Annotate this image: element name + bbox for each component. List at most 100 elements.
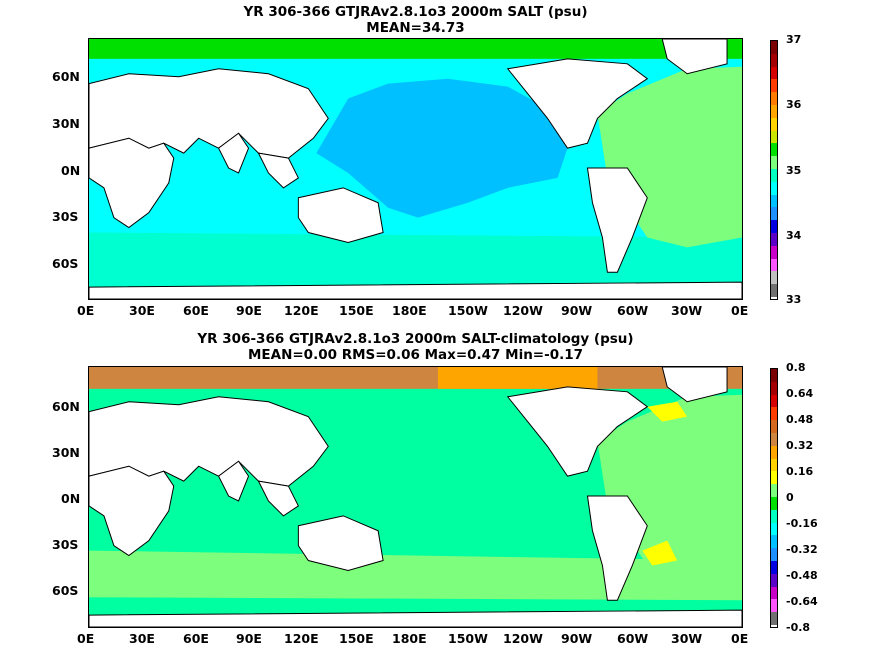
colorbar-swatch <box>771 573 777 587</box>
p1-xtick-6: 180E <box>392 303 427 318</box>
africa-land <box>89 465 175 557</box>
colorbar-swatch <box>771 181 777 195</box>
se-asia-land <box>257 152 300 189</box>
panel2-map-svg <box>89 367 742 627</box>
colorbar-swatch <box>771 79 777 93</box>
p1-cb-lbl-4: 33 <box>786 293 802 306</box>
greenland-land <box>661 39 728 75</box>
colorbar-swatch <box>771 432 777 446</box>
p2-ytick-0: 60N <box>52 399 80 414</box>
africa-land <box>89 137 175 229</box>
colorbar-swatch <box>771 535 777 549</box>
p1-xtick-0: 0E <box>77 303 95 318</box>
colorbar-swatch <box>771 599 777 613</box>
p2-xtick-1: 30E <box>129 631 155 646</box>
p2-cb-lbl-3: 0.32 <box>786 439 814 452</box>
p1-xtick-8: 120W <box>503 303 543 318</box>
p2-xtick-0: 0E <box>77 631 95 646</box>
p2-ytick-4: 60S <box>52 583 79 598</box>
p1-ytick-2: 0N <box>61 163 81 178</box>
colorbar-swatch <box>771 104 777 118</box>
p2-xtick-3: 90E <box>236 631 262 646</box>
p2-xtick-9: 90W <box>561 631 593 646</box>
p2-xtick-8: 120W <box>503 631 543 646</box>
colorbar-swatch <box>771 394 777 408</box>
southern-band-fill <box>89 550 742 601</box>
p1-xtick-1: 30E <box>129 303 155 318</box>
colorbar-swatch <box>771 117 777 131</box>
colorbar-swatch <box>771 471 777 485</box>
panel2-map <box>88 366 743 628</box>
p1-cb-lbl-3: 34 <box>786 229 802 242</box>
arctic-positive-fill <box>437 367 598 389</box>
panel2-title-line1: YR 306-366 GTJRAv2.8.1o3 2000m SALT-clim… <box>197 331 634 347</box>
colorbar-swatch <box>771 168 777 182</box>
india-land <box>217 132 250 174</box>
panel2-colorbar <box>770 368 778 628</box>
colorbar-swatch <box>771 509 777 523</box>
p1-xtick-3: 90E <box>236 303 262 318</box>
colorbar-swatch <box>771 369 777 382</box>
south-atlantic-anomaly-fill <box>642 540 678 566</box>
p2-cb-lbl-8: -0.48 <box>786 569 818 582</box>
p2-cb-lbl-5: 0 <box>786 491 794 504</box>
colorbar-swatch <box>771 258 777 272</box>
p1-xtick-4: 120E <box>284 303 319 318</box>
p2-xtick-7: 150W <box>448 631 488 646</box>
panel1-map-svg <box>89 39 742 299</box>
p2-cb-lbl-1: 0.64 <box>786 387 814 400</box>
colorbar-swatch <box>771 156 777 169</box>
south-america-land <box>586 167 648 273</box>
colorbar-swatch <box>771 496 777 510</box>
p1-xtick-9: 90W <box>561 303 593 318</box>
p2-cb-lbl-2: 0.48 <box>786 413 814 426</box>
p2-xtick-2: 60E <box>183 631 209 646</box>
antarctica-land <box>89 609 742 627</box>
north-america-land <box>506 58 649 149</box>
india-land <box>217 460 250 502</box>
north-pacific-fill <box>316 78 568 218</box>
australia-land <box>297 515 384 571</box>
colorbar-swatch <box>771 66 777 80</box>
southern-ocean-fill <box>89 232 742 299</box>
p1-ytick-1: 30N <box>52 116 80 131</box>
south-america-land <box>586 495 648 601</box>
arctic-fill <box>89 367 742 389</box>
colorbar-swatch <box>771 420 777 433</box>
p1-xtick-7: 150W <box>448 303 488 318</box>
p2-ytick-2: 0N <box>61 491 81 506</box>
colorbar-swatch <box>771 612 777 625</box>
australia-land <box>297 187 384 243</box>
colorbar-swatch <box>771 560 777 574</box>
p1-xtick-10: 60W <box>617 303 649 318</box>
colorbar-swatch <box>771 522 777 536</box>
p2-xtick-12: 0E <box>731 631 749 646</box>
p2-cb-lbl-10: -0.8 <box>786 621 811 634</box>
p1-xtick-5: 150E <box>339 303 374 318</box>
p2-xtick-6: 180E <box>392 631 427 646</box>
colorbar-swatch <box>771 232 777 246</box>
colorbar-swatch <box>771 207 777 221</box>
panel2-title-line2: MEAN=0.00 RMS=0.06 Max=0.47 Min=-0.17 <box>247 347 584 363</box>
p2-cb-lbl-9: -0.64 <box>786 595 818 608</box>
panel1-title-line1: YR 306-366 GTJRAv2.8.1o3 2000m SALT (psu… <box>243 4 588 20</box>
panel1-map <box>88 38 743 300</box>
north-atlantic-anomaly-fill <box>647 401 688 422</box>
colorbar-swatch <box>771 92 777 105</box>
p2-xtick-11: 30W <box>671 631 703 646</box>
colorbar-swatch <box>771 407 777 421</box>
p2-cb-lbl-7: -0.32 <box>786 543 818 556</box>
colorbar-swatch <box>771 245 777 259</box>
land-group <box>89 367 742 627</box>
p1-cb-lbl-2: 35 <box>786 164 802 177</box>
p2-cb-lbl-4: 0.16 <box>786 465 814 478</box>
p1-ytick-0: 60N <box>52 69 80 84</box>
north-america-land <box>506 386 649 477</box>
se-asia-land <box>257 480 300 517</box>
colorbar-swatch <box>771 284 777 297</box>
land-group <box>89 39 742 299</box>
p1-cb-lbl-0: 37 <box>786 33 802 46</box>
arctic-fill <box>89 39 742 59</box>
panel1-title-line2: MEAN=34.73 <box>366 20 465 36</box>
p2-xtick-10: 60W <box>617 631 649 646</box>
